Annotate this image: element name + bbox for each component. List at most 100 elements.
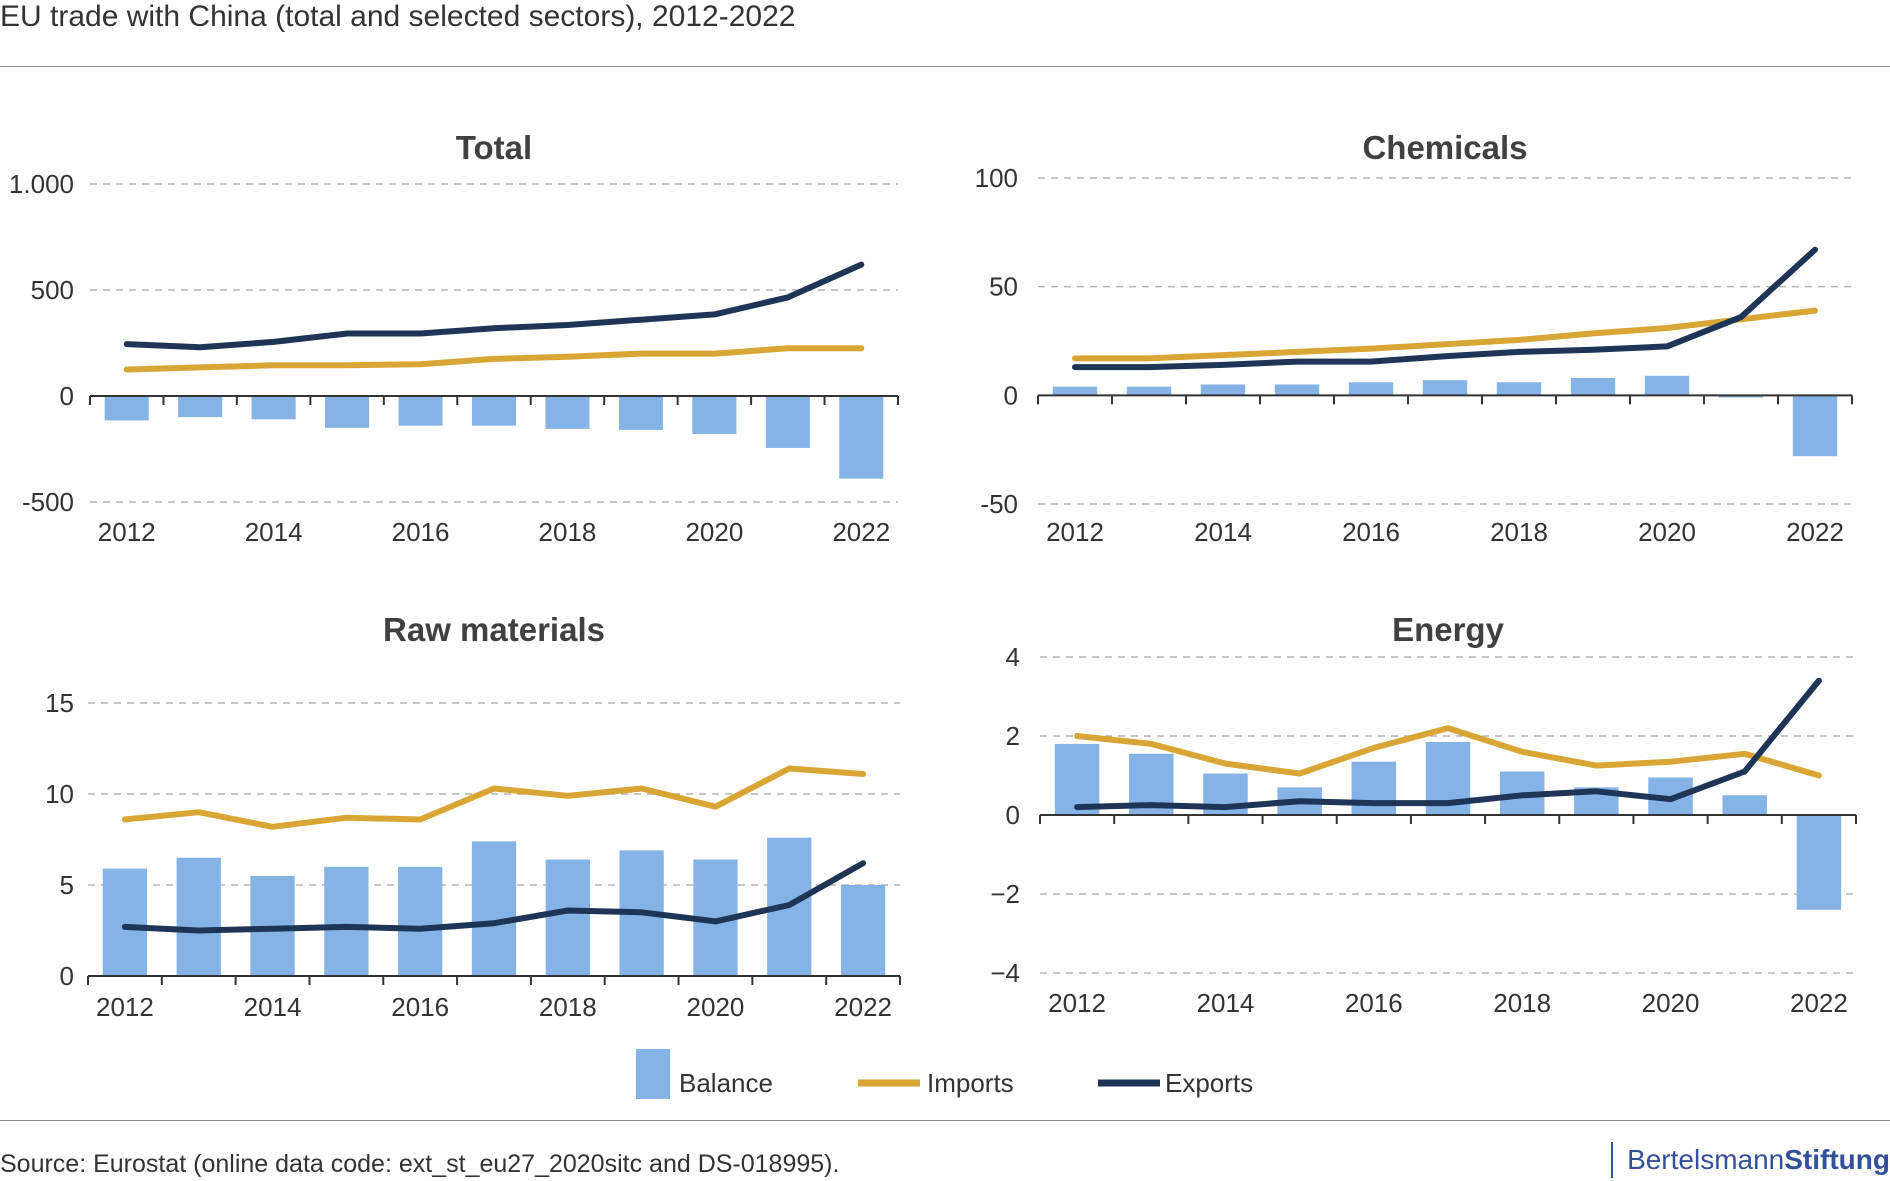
balance-bar (839, 396, 884, 479)
balance-bar (1052, 386, 1098, 396)
x-tick-label: 2020 (685, 517, 743, 547)
balance-bar (325, 396, 370, 428)
balance-bar (1570, 377, 1616, 396)
bertelsmann-logo: Bertelsmann Stiftung (1611, 1142, 1890, 1178)
y-tick-label: 5 (60, 870, 74, 900)
x-tick-label: 2012 (1046, 517, 1104, 547)
exports-line (121, 860, 867, 934)
balance-bar (1644, 375, 1690, 396)
x-tick-label: 2014 (245, 517, 303, 547)
x-tick-label: 2022 (1790, 988, 1848, 1018)
x-tick-label: 2022 (1786, 517, 1844, 547)
balance-bar (1496, 382, 1542, 396)
logo-text-part1: Bertelsmann (1627, 1144, 1785, 1175)
y-tick-label: −4 (990, 958, 1020, 988)
balance-bar (1054, 743, 1100, 815)
x-tick-label: 2016 (1345, 988, 1403, 1018)
exports-line (1072, 246, 1818, 371)
y-tick-label: 0 (1006, 800, 1020, 830)
logo-text-part2: Stiftung (1784, 1144, 1890, 1175)
x-tick-label: 2014 (244, 992, 302, 1022)
x-tick-label: 2018 (1493, 988, 1551, 1018)
chart-panel-energy: Energy 4 2 0 −2 −4 2012 2014 2016 2018 2020 2022 (990, 611, 1857, 1018)
balance-bar (545, 396, 590, 429)
y-tick-label: −2 (990, 879, 1020, 909)
x-tick-label: 2012 (1048, 988, 1106, 1018)
balance-bar (840, 885, 886, 976)
chart-title: Total (456, 129, 532, 166)
legend-label-exports: Exports (1165, 1068, 1253, 1098)
imports-line (1074, 725, 1822, 779)
x-tick-label: 2012 (98, 517, 156, 547)
y-tick-label: 4 (1006, 642, 1020, 672)
page-title: EU trade with China (total and selected … (0, 0, 796, 33)
chart-panel-raw-materials: Raw materials 15 10 5 0 2012 2014 2016 2018 2020 2… (45, 611, 901, 1022)
x-tick-label: 2014 (1197, 988, 1255, 1018)
x-tick-label: 2016 (391, 992, 449, 1022)
x-tick-label: 2014 (1194, 517, 1252, 547)
balance-bar (178, 396, 223, 418)
chart-legend: Balance Imports Exports (636, 1049, 1253, 1099)
balance-bar (1274, 384, 1320, 396)
footer-divider (0, 1120, 1890, 1121)
x-tick-label: 2016 (392, 517, 450, 547)
balance-bar (545, 859, 590, 976)
x-tick-label: 2018 (1490, 517, 1548, 547)
x-tick-label: 2020 (1642, 988, 1700, 1018)
chart-title: Raw materials (383, 611, 605, 648)
x-tick-label: 2020 (1638, 517, 1696, 547)
imports-line (1072, 307, 1818, 362)
balance-bar (1200, 384, 1246, 396)
x-tick-label: 2018 (539, 992, 597, 1022)
y-tick-label: 0 (60, 381, 74, 411)
chart-panel-total: Total 1.000 500 0 -500 2012 2014 2016 2018 2020 20… (9, 129, 899, 547)
exports-line (1074, 677, 1822, 811)
balance-bar (176, 857, 221, 976)
x-tick-label: 2022 (832, 517, 890, 547)
y-tick-label: 15 (45, 688, 74, 718)
y-tick-label: 2 (1006, 721, 1020, 751)
legend-label-imports: Imports (927, 1068, 1014, 1098)
balance-bar (692, 396, 737, 435)
y-tick-label: 10 (45, 779, 74, 809)
balance-bar (398, 396, 443, 426)
balance-bar (324, 866, 369, 976)
x-tick-label: 2016 (1342, 517, 1400, 547)
balance-bar (765, 396, 810, 448)
balance-bar (618, 396, 663, 430)
balance-bar (1718, 395, 1764, 398)
imports-line (121, 765, 867, 830)
balance-bar (1348, 382, 1394, 396)
y-tick-label: 0 (60, 961, 74, 991)
y-tick-label: 500 (31, 275, 74, 305)
balance-bar (471, 396, 517, 426)
title-divider (0, 66, 1890, 67)
imports-line (123, 345, 865, 373)
balance-bar (1126, 386, 1172, 396)
chart-title: Chemicals (1362, 129, 1527, 166)
y-tick-label: -50 (980, 489, 1018, 519)
balance-bar (1422, 380, 1468, 396)
balance-bar (251, 396, 296, 420)
x-tick-label: 2022 (834, 992, 892, 1022)
balance-bar (104, 396, 149, 421)
balance-bar (1351, 761, 1397, 815)
y-tick-label: 100 (975, 163, 1018, 193)
chart-title: Energy (1392, 611, 1505, 648)
y-tick-label: -500 (22, 487, 74, 517)
source-note: Source: Eurostat (online data code: ext_… (0, 1150, 840, 1178)
legend-swatch-balance (636, 1049, 670, 1099)
balance-bar (1796, 815, 1842, 910)
x-tick-label: 2018 (539, 517, 597, 547)
x-tick-label: 2020 (687, 992, 745, 1022)
balance-bar (102, 868, 148, 976)
y-tick-label: 1.000 (9, 169, 74, 199)
balance-bar (471, 841, 517, 976)
balance-bar (1792, 395, 1838, 457)
balance-bar (398, 866, 443, 976)
x-tick-label: 2012 (96, 992, 154, 1022)
exports-line (123, 261, 865, 351)
legend-label-balance: Balance (679, 1068, 773, 1098)
balance-bar (1722, 795, 1767, 815)
